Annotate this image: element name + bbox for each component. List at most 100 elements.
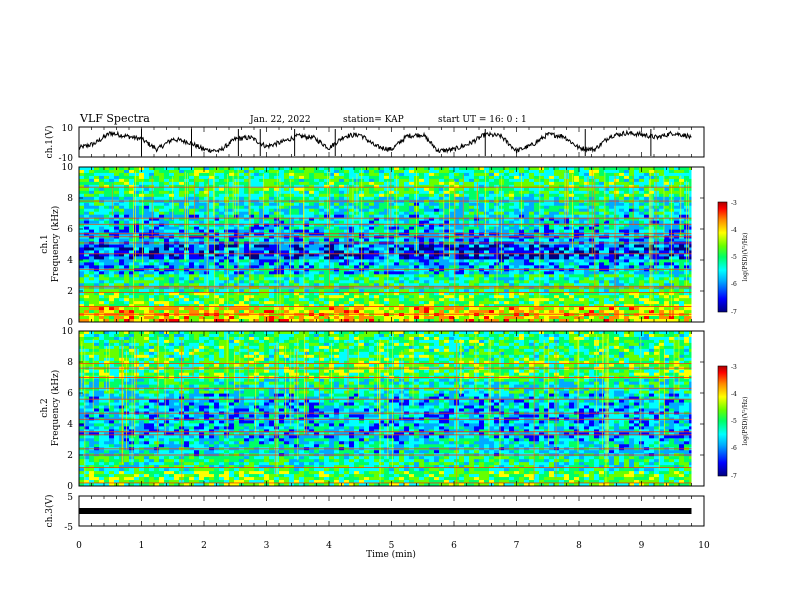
spectrogram-cell — [289, 187, 295, 192]
spectrogram-cell — [134, 181, 140, 186]
spectrogram-cell — [514, 235, 520, 239]
spectrogram-cell — [394, 277, 400, 281]
spectrogram-cell — [619, 202, 625, 207]
spectrogram-cell — [469, 250, 475, 254]
spectrogram-cell — [539, 202, 545, 207]
spectrogram-cell — [644, 217, 650, 222]
spectrogram-cell — [464, 259, 470, 263]
spectrogram-cell — [504, 193, 510, 198]
spectrogram-cell — [439, 205, 445, 210]
spectrogram-cell — [264, 274, 270, 278]
spectrogram-cell — [84, 232, 90, 236]
spectrogram-cell — [289, 229, 295, 233]
spectrogram-cell — [184, 184, 190, 189]
spectrogram-cell — [674, 190, 680, 195]
spectrogram-cell — [159, 265, 165, 269]
spectrogram-cell — [539, 262, 545, 266]
spectrogram-cell — [114, 172, 120, 177]
spectrogram-cell — [474, 244, 480, 248]
spectrogram-cell — [274, 223, 280, 228]
spectrogram-cell — [239, 259, 245, 263]
spectrogram-cell — [614, 184, 620, 189]
spectrogram-cell — [339, 232, 345, 236]
spectrogram-cell — [339, 244, 345, 248]
spectrogram-cell — [164, 238, 170, 242]
spectrogram-cell — [639, 181, 645, 186]
spectrogram-cell — [79, 274, 85, 278]
spectrogram-cell — [84, 187, 90, 192]
spectrogram-cell — [574, 253, 580, 257]
spectrogram-cell — [659, 280, 665, 284]
spectrogram-cell — [244, 167, 250, 171]
spectrogram-cell — [319, 202, 325, 207]
spectrogram-cell — [604, 253, 610, 257]
spectrogram-cell — [294, 169, 300, 174]
spectrogram-cell — [169, 196, 175, 201]
spectrogram-cell — [174, 232, 180, 236]
spectrogram-cell — [399, 208, 405, 213]
spectrogram-cell — [384, 238, 390, 242]
spectrogram-cell — [579, 205, 585, 210]
spectrogram-cell — [389, 274, 395, 278]
spectrogram-cell — [404, 265, 410, 269]
spectrogram-cell — [644, 268, 650, 272]
spectrogram-cell — [384, 256, 390, 260]
spectrogram-cell — [199, 235, 205, 239]
spectrogram-cell — [334, 214, 340, 219]
spectrogram-cell — [274, 280, 280, 284]
spectrogram-cell — [209, 202, 215, 207]
spectrogram-cell — [259, 232, 265, 236]
spectrogram-cell — [229, 268, 235, 272]
spectrogram-cell — [679, 208, 685, 213]
spectrogram-cell — [124, 220, 130, 225]
spectrogram-cell — [419, 265, 425, 269]
spectrogram-cell — [364, 268, 370, 272]
spectrogram-cell — [324, 193, 330, 198]
spectrogram-cell — [89, 214, 95, 219]
spectrogram-cell — [614, 253, 620, 257]
spectrogram-cell — [474, 277, 480, 281]
spectrogram-cell — [634, 262, 640, 266]
spectrogram-cell — [474, 247, 480, 251]
spectrogram-cell — [174, 244, 180, 248]
spectrogram-cell — [674, 277, 680, 281]
spectrogram-cell — [399, 202, 405, 207]
spectrogram-cell — [469, 208, 475, 213]
spectrogram-cell — [554, 193, 560, 198]
spectrogram-cell — [79, 277, 85, 281]
spectrogram-cell — [374, 280, 380, 284]
spectrogram-cell — [574, 232, 580, 236]
spectrogram-cell — [79, 259, 85, 263]
spectrogram-cell — [679, 167, 685, 171]
spectrogram-cell — [309, 220, 315, 225]
spectrogram-cell — [484, 259, 490, 263]
spectrogram-cell — [549, 220, 555, 225]
spectrogram-cell — [319, 217, 325, 222]
spectrogram-cell — [234, 271, 240, 275]
spectrogram-cell — [454, 184, 460, 189]
spectrogram-cell — [154, 250, 160, 254]
spectrogram-cell — [624, 253, 630, 257]
spectrogram-cell — [659, 208, 665, 213]
spectrogram-cell — [214, 172, 220, 177]
spectrogram-cell — [399, 259, 405, 263]
spectrogram-cell — [634, 181, 640, 186]
spectrogram-cell — [404, 175, 410, 180]
spectrogram-cell — [214, 259, 220, 263]
spectrogram-cell — [319, 223, 325, 228]
spectrogram-cell — [169, 259, 175, 263]
spectrogram-cell — [109, 271, 115, 275]
spectrogram-cell — [99, 262, 105, 266]
spectrogram-cell — [479, 238, 485, 242]
spectrogram-cell — [449, 250, 455, 254]
spectrogram-cell — [454, 181, 460, 186]
spectrogram-cell — [139, 193, 145, 198]
spectrogram-cell — [599, 247, 605, 251]
spectrogram-cell — [524, 196, 530, 201]
spectrogram-cell — [189, 274, 195, 278]
spectrogram-cell — [384, 220, 390, 225]
spectrogram-cell — [534, 271, 540, 275]
spectrogram-cell — [194, 262, 200, 266]
spectrogram-cell — [174, 181, 180, 186]
spectrogram-cell — [429, 178, 435, 183]
